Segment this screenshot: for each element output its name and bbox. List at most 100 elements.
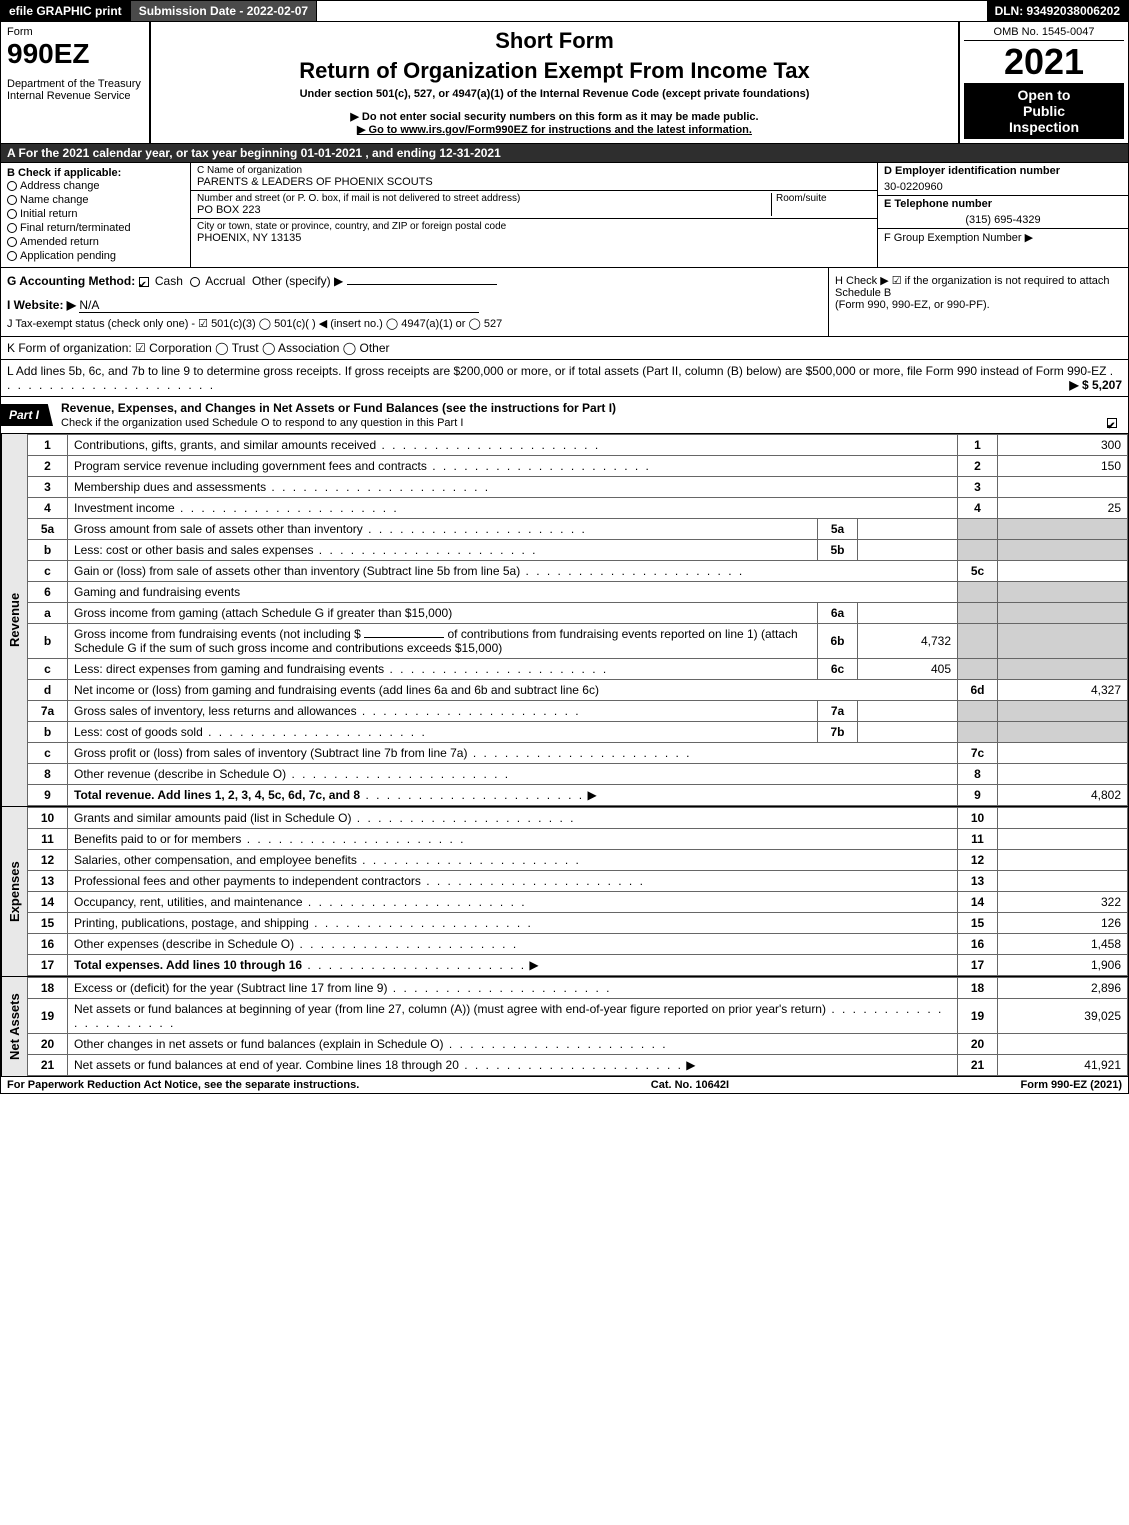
top-bar: efile GRAPHIC print Submission Date - 20…: [0, 0, 1129, 22]
expenses-label: Expenses: [1, 807, 27, 976]
line-8: 8Other revenue (describe in Schedule O)8: [28, 764, 1128, 785]
form-number: 990EZ: [7, 38, 143, 70]
line-l: L Add lines 5b, 6c, and 7b to line 9 to …: [0, 360, 1129, 397]
efile-print-button[interactable]: efile GRAPHIC print: [1, 1, 131, 21]
line-k: K Form of organization: ☑ Corporation ◯ …: [0, 337, 1129, 360]
room-suite-label: Room/suite: [771, 193, 871, 216]
line-17: 17Total expenses. Add lines 10 through 1…: [28, 955, 1128, 976]
line-2: 2Program service revenue including gover…: [28, 456, 1128, 477]
line-5c: cGain or (loss) from sale of assets othe…: [28, 561, 1128, 582]
part-i-title: Revenue, Expenses, and Changes in Net As…: [53, 397, 1128, 433]
line-3: 3Membership dues and assessments3: [28, 477, 1128, 498]
section-gh: G Accounting Method: Cash Accrual Other …: [0, 268, 1129, 337]
check-address-change[interactable]: Address change: [7, 179, 184, 193]
section-g-i-j: G Accounting Method: Cash Accrual Other …: [1, 268, 828, 336]
expenses-table: 10Grants and similar amounts paid (list …: [27, 807, 1128, 976]
ein-label: D Employer identification number: [878, 163, 1128, 179]
line-16: 16Other expenses (describe in Schedule O…: [28, 934, 1128, 955]
line-g: G Accounting Method: Cash Accrual Other …: [7, 274, 822, 288]
omb-number: OMB No. 1545-0047: [964, 26, 1124, 41]
expenses-section: Expenses 10Grants and similar amounts pa…: [0, 807, 1129, 977]
open-public-box: Open to Public Inspection: [964, 83, 1124, 139]
section-h: H Check ▶ ☑ if the organization is not r…: [828, 268, 1128, 336]
section-h-text2: (Form 990, 990-EZ, or 990-PF).: [835, 299, 1122, 311]
header-center: Short Form Return of Organization Exempt…: [151, 22, 958, 143]
addr-label: Number and street (or P. O. box, if mail…: [197, 193, 771, 204]
submission-date: Submission Date - 2022-02-07: [131, 1, 317, 21]
city-label: City or town, state or province, country…: [197, 221, 871, 232]
line-18: 18Excess or (deficit) for the year (Subt…: [28, 978, 1128, 999]
line-15: 15Printing, publications, postage, and s…: [28, 913, 1128, 934]
check-schedule-o[interactable]: [1107, 418, 1117, 428]
city-state-zip: PHOENIX, NY 13135: [197, 232, 871, 244]
line-1: 1Contributions, gifts, grants, and simil…: [28, 435, 1128, 456]
group-exemption-label: F Group Exemption Number ▶: [878, 229, 1128, 246]
check-accrual[interactable]: [190, 277, 200, 287]
header-right: OMB No. 1545-0047 2021 Open to Public In…: [958, 22, 1128, 143]
footer-right: Form 990-EZ (2021): [1021, 1079, 1122, 1091]
net-assets-table: 18Excess or (deficit) for the year (Subt…: [27, 977, 1128, 1076]
revenue-section: Revenue 1Contributions, gifts, grants, a…: [0, 434, 1129, 807]
line-5a: 5aGross amount from sale of assets other…: [28, 519, 1128, 540]
line-i: I Website: ▶ N/A: [7, 298, 822, 313]
line-6: 6Gaming and fundraising events: [28, 582, 1128, 603]
footer-left: For Paperwork Reduction Act Notice, see …: [7, 1079, 359, 1091]
check-initial-return[interactable]: Initial return: [7, 207, 184, 221]
section-h-text1: H Check ▶ ☑ if the organization is not r…: [835, 274, 1122, 299]
org-name: PARENTS & LEADERS OF PHOENIX SCOUTS: [197, 176, 871, 188]
dept-line-2: Internal Revenue Service: [7, 90, 143, 102]
check-name-change[interactable]: Name change: [7, 193, 184, 207]
form-header: Form 990EZ Department of the Treasury In…: [0, 22, 1129, 144]
header-left: Form 990EZ Department of the Treasury In…: [1, 22, 151, 143]
line-7a: 7aGross sales of inventory, less returns…: [28, 701, 1128, 722]
check-final-return[interactable]: Final return/terminated: [7, 221, 184, 235]
phone-value: (315) 695-4329: [878, 212, 1128, 229]
footer-mid: Cat. No. 10642I: [651, 1079, 729, 1091]
open-line-2: Public: [968, 103, 1120, 119]
section-b-label: B Check if applicable:: [7, 167, 184, 179]
line-6b: bGross income from fundraising events (n…: [28, 624, 1128, 659]
return-title: Return of Organization Exempt From Incom…: [161, 58, 948, 84]
section-c: C Name of organization PARENTS & LEADERS…: [191, 163, 878, 267]
check-amended-return[interactable]: Amended return: [7, 235, 184, 249]
org-name-label: C Name of organization: [197, 165, 871, 176]
subtitle: Under section 501(c), 527, or 4947(a)(1)…: [161, 88, 948, 100]
line-a: A For the 2021 calendar year, or tax yea…: [0, 144, 1129, 163]
ein-value: 30-0220960: [878, 179, 1128, 196]
section-b: B Check if applicable: Address change Na…: [1, 163, 191, 267]
form-word: Form: [7, 26, 143, 38]
street-address: PO BOX 223: [197, 204, 771, 216]
entity-block: B Check if applicable: Address change Na…: [0, 163, 1129, 268]
line-5b: bLess: cost or other basis and sales exp…: [28, 540, 1128, 561]
open-line-1: Open to: [968, 87, 1120, 103]
net-assets-section: Net Assets 18Excess or (deficit) for the…: [0, 977, 1129, 1077]
line-6d: dNet income or (loss) from gaming and fu…: [28, 680, 1128, 701]
section-def: D Employer identification number 30-0220…: [878, 163, 1128, 267]
irs-link[interactable]: ▶ Go to www.irs.gov/Form990EZ for instru…: [357, 124, 752, 136]
part-i-label: Part I: [1, 404, 53, 426]
line-19: 19Net assets or fund balances at beginni…: [28, 999, 1128, 1034]
line-10: 10Grants and similar amounts paid (list …: [28, 808, 1128, 829]
phone-label: E Telephone number: [878, 196, 1128, 212]
line-11: 11Benefits paid to or for members11: [28, 829, 1128, 850]
line-l-amount: ▶ $ 5,207: [1069, 378, 1122, 392]
open-line-3: Inspection: [968, 119, 1120, 135]
line-9: 9Total revenue. Add lines 1, 2, 3, 4, 5c…: [28, 785, 1128, 806]
line-7b: bLess: cost of goods sold7b: [28, 722, 1128, 743]
check-application-pending[interactable]: Application pending: [7, 249, 184, 263]
warning-2: ▶ Go to www.irs.gov/Form990EZ for instru…: [161, 123, 948, 136]
line-7c: cGross profit or (loss) from sales of in…: [28, 743, 1128, 764]
website-value: N/A: [79, 298, 479, 313]
line-21: 21Net assets or fund balances at end of …: [28, 1055, 1128, 1076]
line-6c: cLess: direct expenses from gaming and f…: [28, 659, 1128, 680]
line-13: 13Professional fees and other payments t…: [28, 871, 1128, 892]
dept-line-1: Department of the Treasury: [7, 78, 143, 90]
line-12: 12Salaries, other compensation, and empl…: [28, 850, 1128, 871]
line-20: 20Other changes in net assets or fund ba…: [28, 1034, 1128, 1055]
short-form-title: Short Form: [161, 28, 948, 54]
line-4: 4Investment income425: [28, 498, 1128, 519]
check-cash[interactable]: [139, 277, 149, 287]
line-j: J Tax-exempt status (check only one) - ☑…: [7, 317, 822, 330]
dln-label: DLN: 93492038006202: [987, 1, 1128, 21]
line-6a: aGross income from gaming (attach Schedu…: [28, 603, 1128, 624]
